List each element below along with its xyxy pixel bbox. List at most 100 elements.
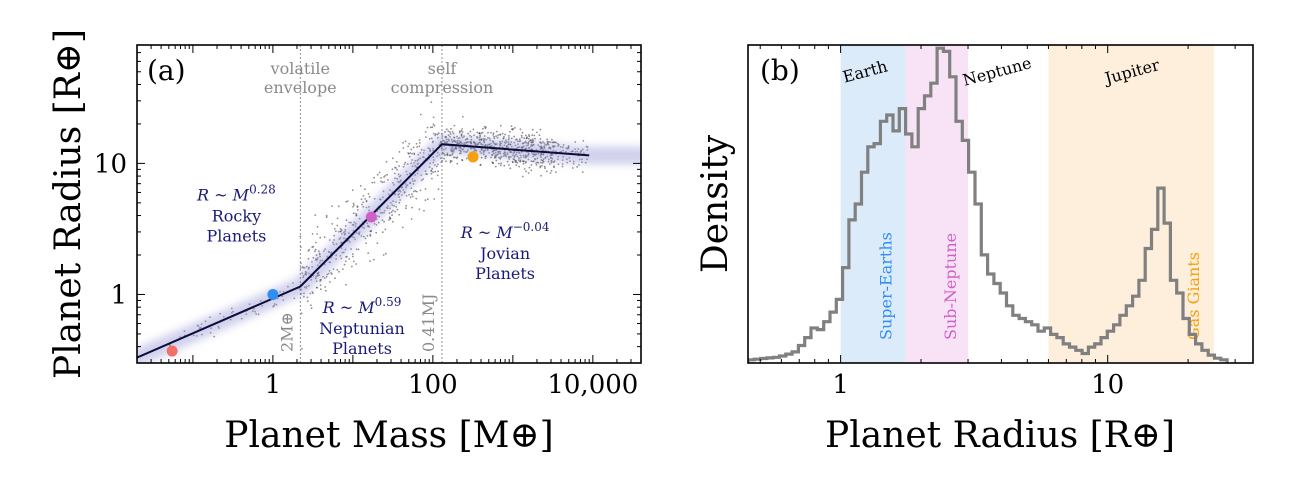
scatter-point	[555, 171, 557, 174]
scatter-point	[381, 219, 384, 222]
scatter-point	[561, 163, 564, 165]
scatter-point	[447, 130, 450, 133]
scatter-point	[383, 176, 385, 178]
panel-b-xlabel: Planet Radius [R⊕]	[825, 415, 1175, 456]
scatter-point	[521, 131, 524, 134]
scatter-point	[539, 128, 542, 131]
scatter-point	[380, 180, 382, 183]
scatter-point	[449, 131, 451, 134]
scatter-point	[550, 169, 553, 172]
scatter-point	[432, 132, 435, 135]
scatter-point	[552, 141, 555, 144]
panel-b-radius-histogram: Super-Earths Sub-Neptune Gas Giants Earth N…	[695, 44, 1254, 456]
scatter-point	[424, 131, 427, 133]
scatter-point	[396, 168, 398, 171]
scatter-point	[317, 250, 320, 253]
scatter-point	[396, 208, 399, 211]
scatter-point	[509, 167, 512, 170]
scatter-point	[316, 233, 319, 235]
scatter-point	[549, 141, 552, 144]
scatter-point	[326, 273, 329, 276]
scatter-point	[362, 195, 365, 197]
scatter-point	[335, 230, 337, 233]
scatter-point	[456, 162, 459, 165]
scatter-point	[345, 283, 347, 286]
scatter-point	[314, 250, 316, 253]
scatter-point	[394, 210, 397, 213]
scatter-point	[450, 160, 453, 163]
scatter-point	[497, 134, 499, 137]
scatter-point	[531, 128, 534, 131]
radius-band	[840, 45, 906, 363]
scatter-point	[352, 212, 355, 215]
scatter-point	[492, 134, 494, 136]
scatter-point	[356, 206, 359, 209]
scatter-point	[496, 130, 498, 133]
scatter-point	[526, 137, 528, 140]
scatter-point	[545, 170, 548, 173]
scatter-point	[461, 131, 464, 133]
scatter-point	[446, 154, 449, 157]
scatter-point	[520, 134, 523, 137]
scatter-point	[419, 113, 422, 116]
band-label: Sub-Neptune	[941, 233, 960, 340]
scatter-point	[499, 164, 502, 167]
scatter-point	[533, 134, 536, 137]
scatter-point	[504, 133, 506, 136]
scatter-point	[369, 233, 372, 236]
scatter-point	[381, 181, 384, 184]
scatter-point	[418, 208, 421, 211]
scatter-point	[521, 175, 524, 178]
scatter-point	[432, 116, 435, 119]
scatter-point	[432, 123, 435, 126]
scatter-point	[340, 229, 343, 231]
scatter-point	[360, 198, 363, 201]
scatter-point	[426, 173, 428, 176]
scatter-point	[485, 126, 487, 129]
scatter-point	[334, 277, 336, 280]
histogram-step	[748, 46, 1229, 363]
scatter-point	[362, 235, 365, 238]
scatter-point	[467, 132, 469, 135]
x-tick-label: 10,000	[547, 370, 638, 400]
scatter-point	[523, 168, 526, 170]
scatter-point	[531, 134, 534, 137]
scatter-point	[371, 181, 374, 184]
scatter-point	[532, 160, 534, 163]
scatter-point	[581, 171, 584, 174]
scatter-point	[502, 137, 505, 140]
regime-line2: Planets	[332, 339, 392, 358]
scatter-point	[408, 153, 410, 155]
scatter-point	[299, 267, 302, 269]
scatter-point	[576, 166, 578, 168]
scatter-point	[405, 204, 408, 207]
scatter-point	[411, 195, 414, 198]
scatter-point	[324, 289, 327, 292]
regime-formula: R ~ M−0.04	[460, 220, 550, 242]
scatter-point	[518, 138, 521, 141]
scatter-point	[411, 206, 414, 209]
scatter-point	[463, 135, 465, 138]
scatter-point	[348, 258, 351, 260]
scatter-point	[437, 132, 440, 135]
scatter-point	[443, 157, 446, 160]
scatter-point	[405, 195, 408, 197]
scatter-point	[495, 135, 497, 138]
x-tick-label: 100	[408, 370, 458, 400]
scatter-point	[557, 163, 560, 166]
scatter-point	[312, 256, 315, 259]
scatter-point	[495, 159, 498, 162]
scatter-point	[529, 139, 532, 142]
scatter-point	[301, 347, 303, 350]
scatter-point	[535, 164, 538, 166]
scatter-point	[541, 165, 543, 167]
scatter-point	[522, 163, 525, 165]
scatter-point	[367, 193, 370, 195]
scatter-point	[411, 159, 413, 161]
scatter-point	[481, 131, 484, 134]
scatter-point	[551, 138, 553, 141]
scatter-point	[384, 252, 387, 255]
